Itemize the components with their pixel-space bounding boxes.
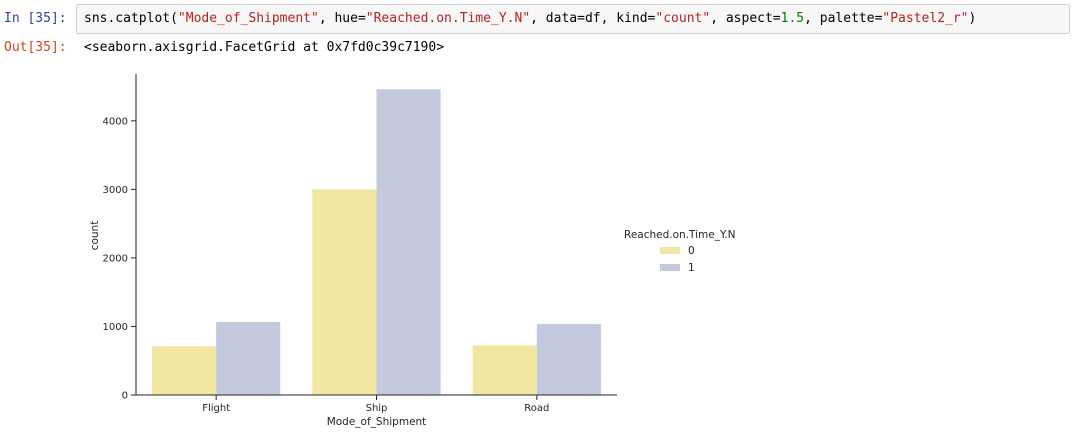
x-tick-label: Ship (366, 403, 388, 414)
code-string: "count" (655, 11, 711, 26)
y-tick-label: 3000 (103, 185, 128, 196)
legend-label-1: 1 (688, 262, 695, 274)
legend-label-0: 0 (688, 245, 695, 257)
bar-ship-series-1 (376, 89, 441, 396)
y-tick-label: 0 (122, 391, 128, 402)
legend-swatch-0 (660, 247, 680, 254)
bar-flight-series-0 (152, 346, 217, 395)
code-token: sns.catplot( (84, 11, 178, 26)
bar-road-series-1 (536, 324, 601, 395)
input-prompt: In [35]: (4, 11, 67, 26)
code-token: ) (968, 11, 977, 26)
y-axis-label: count (89, 221, 101, 251)
bar-road-series-0 (472, 345, 537, 395)
x-tick-label: Road (524, 403, 549, 414)
x-axis-label: Mode_of_Shipment (327, 416, 427, 428)
code-input-cell[interactable]: sns.catplot("Mode_of_Shipment", hue="Rea… (76, 4, 1070, 34)
y-tick-label: 1000 (103, 322, 128, 333)
bar-ship-series-0 (312, 189, 377, 395)
code-string: "Mode_of_Shipment" (177, 11, 319, 26)
legend-title: Reached.on.Time_Y.N (624, 229, 735, 241)
code-token: , palette= (804, 11, 883, 26)
code-token: , data=df, kind= (530, 11, 656, 26)
code-string: "Reached.on.Time_Y.N" (365, 11, 531, 26)
output-prompt: Out[35]: (4, 40, 67, 55)
code-number: 1.5 (780, 11, 805, 26)
output-text: <seaborn.axisgrid.FacetGrid at 0x7fd0c39… (84, 40, 445, 55)
y-tick-label: 4000 (103, 116, 128, 127)
x-tick-label: Flight (202, 403, 230, 414)
legend-swatch-1 (660, 264, 680, 271)
code-token: , hue= (318, 11, 366, 26)
y-tick-label: 2000 (103, 253, 128, 264)
code-string: "Pastel2_r" (882, 11, 969, 26)
bar-flight-series-1 (216, 321, 281, 395)
code-token: , aspect= (710, 11, 781, 26)
